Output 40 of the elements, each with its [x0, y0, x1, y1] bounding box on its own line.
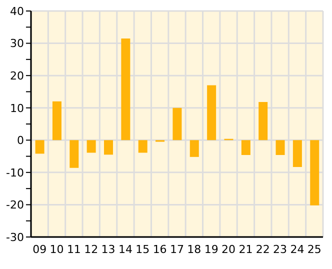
bar: [310, 140, 320, 206]
x-tick-label: 13: [101, 242, 116, 256]
x-tick-label: 12: [84, 242, 98, 256]
x-tick-label: 10: [50, 242, 64, 256]
y-tick-label: 40: [10, 4, 24, 18]
x-tick-label: 23: [273, 242, 288, 256]
bar: [104, 140, 113, 155]
y-tick-label: -20: [6, 198, 24, 212]
bar: [70, 140, 79, 168]
bar: [190, 140, 199, 157]
x-tick-label: 15: [136, 242, 150, 256]
x-tick-label: 17: [170, 242, 184, 256]
bar: [241, 140, 250, 155]
x-tick-label: 18: [187, 242, 202, 256]
x-tick-label: 14: [118, 242, 132, 256]
x-tick-label: 25: [307, 242, 322, 256]
bar: [86, 140, 96, 153]
y-tick-label: -30: [6, 230, 24, 244]
bar: [35, 140, 44, 154]
y-tick-label: -10: [6, 166, 24, 180]
bar: [258, 102, 268, 140]
x-tick-label: 09: [32, 242, 47, 256]
x-tick-label: 16: [152, 242, 167, 256]
bar: [121, 38, 130, 140]
x-tick-label: 24: [290, 242, 304, 256]
x-tick-label: 22: [256, 242, 270, 256]
y-tick-label: 30: [10, 37, 24, 50]
y-tick-label: 0: [17, 134, 24, 148]
bar: [276, 140, 285, 155]
y-tick-label: 10: [10, 102, 24, 115]
bar: [207, 85, 216, 140]
x-tick-label: 20: [222, 242, 236, 256]
bar: [292, 140, 302, 167]
bar: [52, 101, 62, 140]
y-tick-label: 20: [10, 69, 24, 82]
x-tick-label: 19: [204, 242, 218, 256]
x-tick-label: 11: [66, 242, 81, 256]
bar: [138, 140, 148, 153]
bar: [172, 108, 182, 140]
x-tick-label: 21: [238, 242, 253, 256]
